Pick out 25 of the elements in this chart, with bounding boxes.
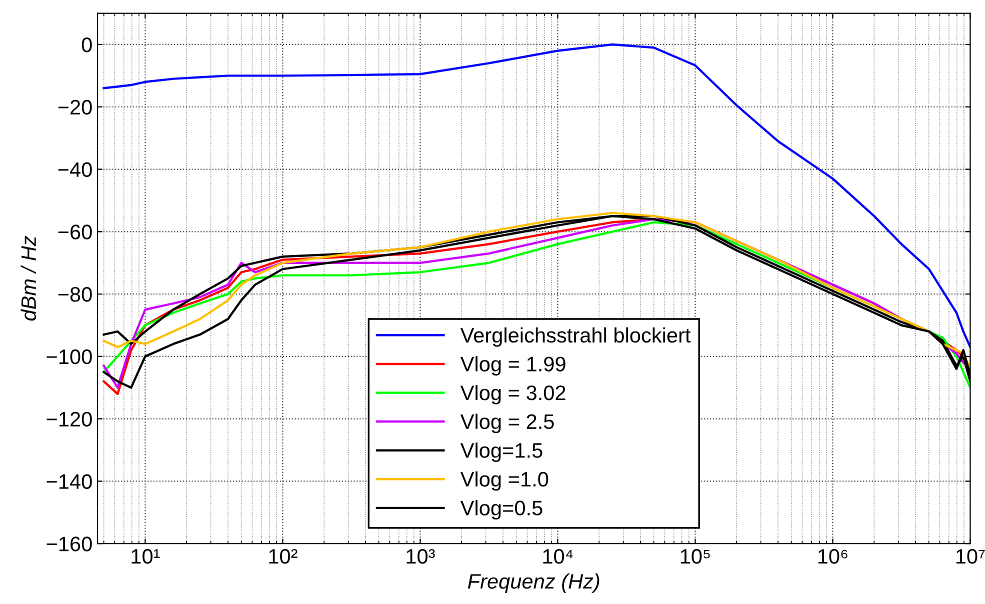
x-tick-label: 10⁵	[680, 549, 710, 564]
y-tick-label: 0	[82, 37, 92, 52]
y-tick-label: −80	[58, 287, 92, 302]
x-tick-label: 10⁴	[543, 549, 573, 564]
y-tick-label: −20	[58, 100, 92, 115]
x-tick-label: 10³	[406, 549, 435, 564]
y-tick-label: −40	[58, 162, 92, 178]
x-tick-label: 10¹	[132, 549, 160, 564]
y-tick-label: −60	[58, 224, 92, 240]
y-tick-label: −100	[46, 349, 92, 364]
legend-label: Vlog=1.5	[460, 442, 542, 462]
x-tick-label: 10²	[269, 549, 298, 564]
legend-label: Vlog = 2.5	[460, 414, 554, 434]
y-tick-label: −160	[46, 536, 92, 552]
x-tick-label: 10⁶	[818, 549, 848, 564]
legend-label: Vlog=0.5	[460, 500, 542, 520]
y-tick-label: −140	[46, 474, 92, 489]
legend-label: Vlog =1.0	[460, 471, 548, 491]
y-axis-title: dBm / Hz	[20, 236, 36, 321]
x-axis-title: Frequenz (Hz)	[468, 573, 600, 593]
y-tick-label: −120	[46, 412, 92, 427]
legend-label: Vlog = 1.99	[460, 356, 566, 376]
legend-label: Vergleichsstrahl blockiert	[460, 327, 691, 347]
legend-label: Vlog = 3.02	[460, 384, 566, 404]
x-tick-label: 10⁷	[956, 549, 985, 564]
